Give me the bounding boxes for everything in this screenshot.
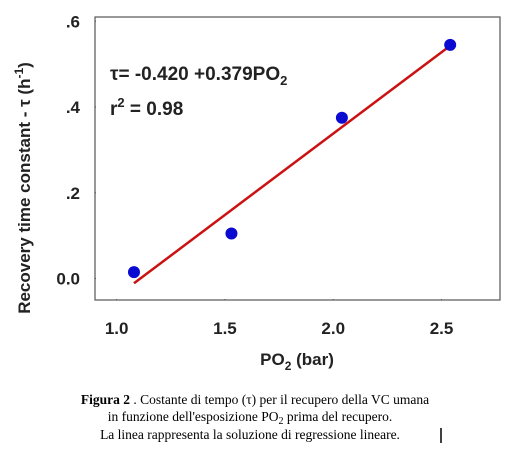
- y-tick-label: .2: [66, 184, 80, 203]
- equation: τ= -0.420 +0.379PO2: [110, 64, 287, 88]
- r2-sup: 2: [117, 95, 124, 110]
- y-tick-label: 0.0: [56, 270, 80, 289]
- caption-line: La linea rappresenta la soluzione di reg…: [100, 427, 400, 442]
- equation-part: τ= -0.420 +0.379PO: [110, 64, 280, 85]
- y-axis-label: Recovery time constant - τ (h-1): [12, 62, 34, 314]
- caption-line: Figura 2 . Costante di tempo (τ) per il …: [81, 392, 429, 407]
- caption-text: in funzione dell'esposizione PO: [108, 409, 279, 424]
- r-squared: r2 = 0.98: [110, 95, 183, 120]
- caption-text: prima del recupero.: [284, 409, 393, 424]
- x-label-part: (bar): [291, 350, 334, 369]
- data-point: [127, 266, 140, 279]
- y-tick-label: .4: [66, 98, 81, 117]
- x-label-sub: 2: [285, 359, 292, 373]
- data-point: [444, 38, 457, 51]
- x-tick-label: 1.5: [213, 319, 237, 338]
- y-label-sup: -1: [12, 68, 26, 79]
- y-label-part: ): [15, 62, 34, 68]
- caption-line: in funzione dell'esposizione PO2 prima d…: [108, 409, 392, 427]
- data-point: [225, 227, 238, 240]
- caption-text: . Costante di tempo (τ) per il recupero …: [130, 392, 429, 407]
- x-label-part: PO: [260, 350, 285, 369]
- y-tick-label: .6: [66, 12, 80, 31]
- caption-label: Figura 2: [81, 392, 130, 407]
- x-tick-label: 1.0: [105, 319, 129, 338]
- x-tick-label: 2.5: [430, 319, 454, 338]
- equation-sub: 2: [280, 73, 287, 88]
- x-tick-label: 2.0: [321, 319, 345, 338]
- r2-part: r: [110, 99, 118, 120]
- caption-sub: 2: [279, 416, 284, 427]
- data-point: [335, 111, 348, 124]
- y-label-part: Recovery time constant - τ (h: [15, 79, 34, 314]
- r2-part: = 0.98: [125, 99, 184, 120]
- plot-frame: [94, 16, 501, 301]
- x-axis-label: PO2 (bar): [260, 350, 334, 373]
- regression-line: [133, 44, 451, 285]
